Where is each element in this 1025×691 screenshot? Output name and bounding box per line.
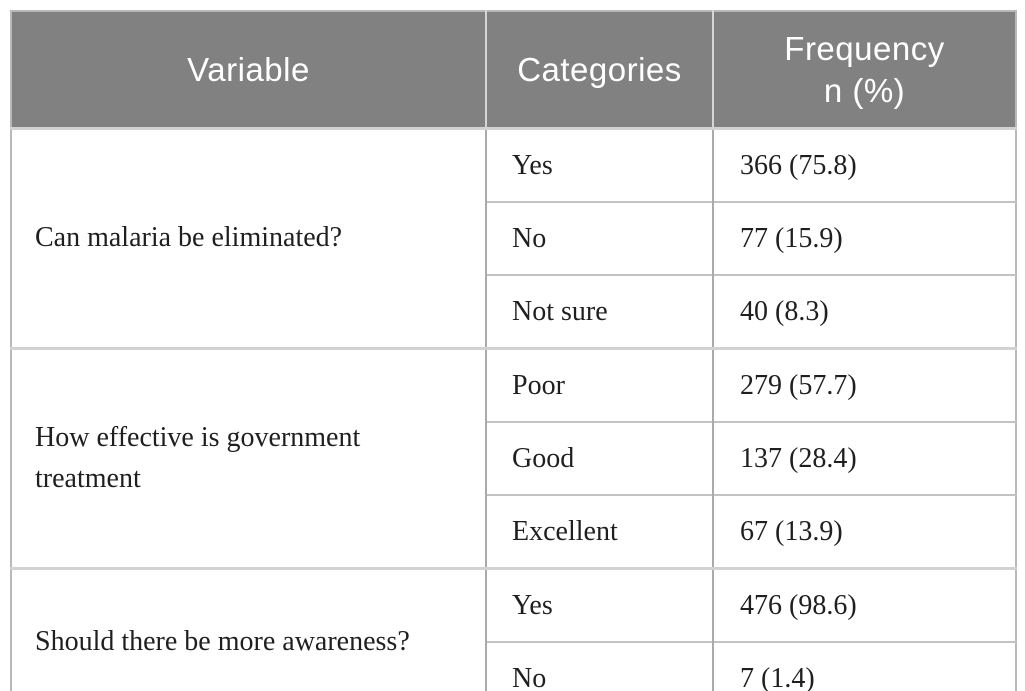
variable-cell: Should there be more awareness?	[11, 567, 486, 691]
frequency-cell: 40 (8.3)	[712, 274, 1016, 349]
column-header-categories: Categories	[485, 11, 713, 129]
frequency-cell: 279 (57.7)	[712, 347, 1016, 422]
column-header-frequency: Frequency n (%)	[712, 11, 1016, 129]
variable-cell: How effective is government treatment	[11, 347, 486, 569]
frequency-cell: 77 (15.9)	[712, 201, 1016, 275]
category-cell: No	[485, 201, 713, 275]
table-row: Not sure 40 (8.3)	[11, 274, 1016, 349]
variable-cell: Can malaria be eliminated?	[11, 127, 486, 349]
category-cell: Not sure	[485, 274, 713, 349]
frequency-cell: 7 (1.4)	[712, 641, 1016, 691]
table-row: Excellent 67 (13.9)	[11, 494, 1016, 569]
category-cell: Excellent	[485, 494, 713, 569]
category-cell: Poor	[485, 347, 713, 422]
category-cell: Good	[485, 421, 713, 495]
table-row: No 7 (1.4)	[11, 641, 1016, 691]
category-cell: Yes	[485, 127, 713, 202]
table-row: Good 137 (28.4)	[11, 421, 1016, 495]
frequency-cell: 67 (13.9)	[712, 494, 1016, 569]
table-row: Can malaria be eliminated? Yes 366 (75.8…	[11, 127, 1016, 349]
table-row: No 77 (15.9)	[11, 201, 1016, 275]
category-cell: Yes	[485, 567, 713, 642]
column-header-variable: Variable	[11, 11, 486, 129]
header-row: Variable Categories Frequency n (%)	[11, 11, 1016, 129]
frequency-cell: 137 (28.4)	[712, 421, 1016, 495]
category-cell: No	[485, 641, 713, 691]
table-row: Should there be more awareness? Yes 476 …	[11, 567, 1016, 691]
frequency-cell: 476 (98.6)	[712, 567, 1016, 642]
frequency-table: Variable Categories Frequency n (%) Can …	[10, 10, 1017, 691]
frequency-cell: 366 (75.8)	[712, 127, 1016, 202]
table-row: How effective is government treatment Po…	[11, 347, 1016, 569]
